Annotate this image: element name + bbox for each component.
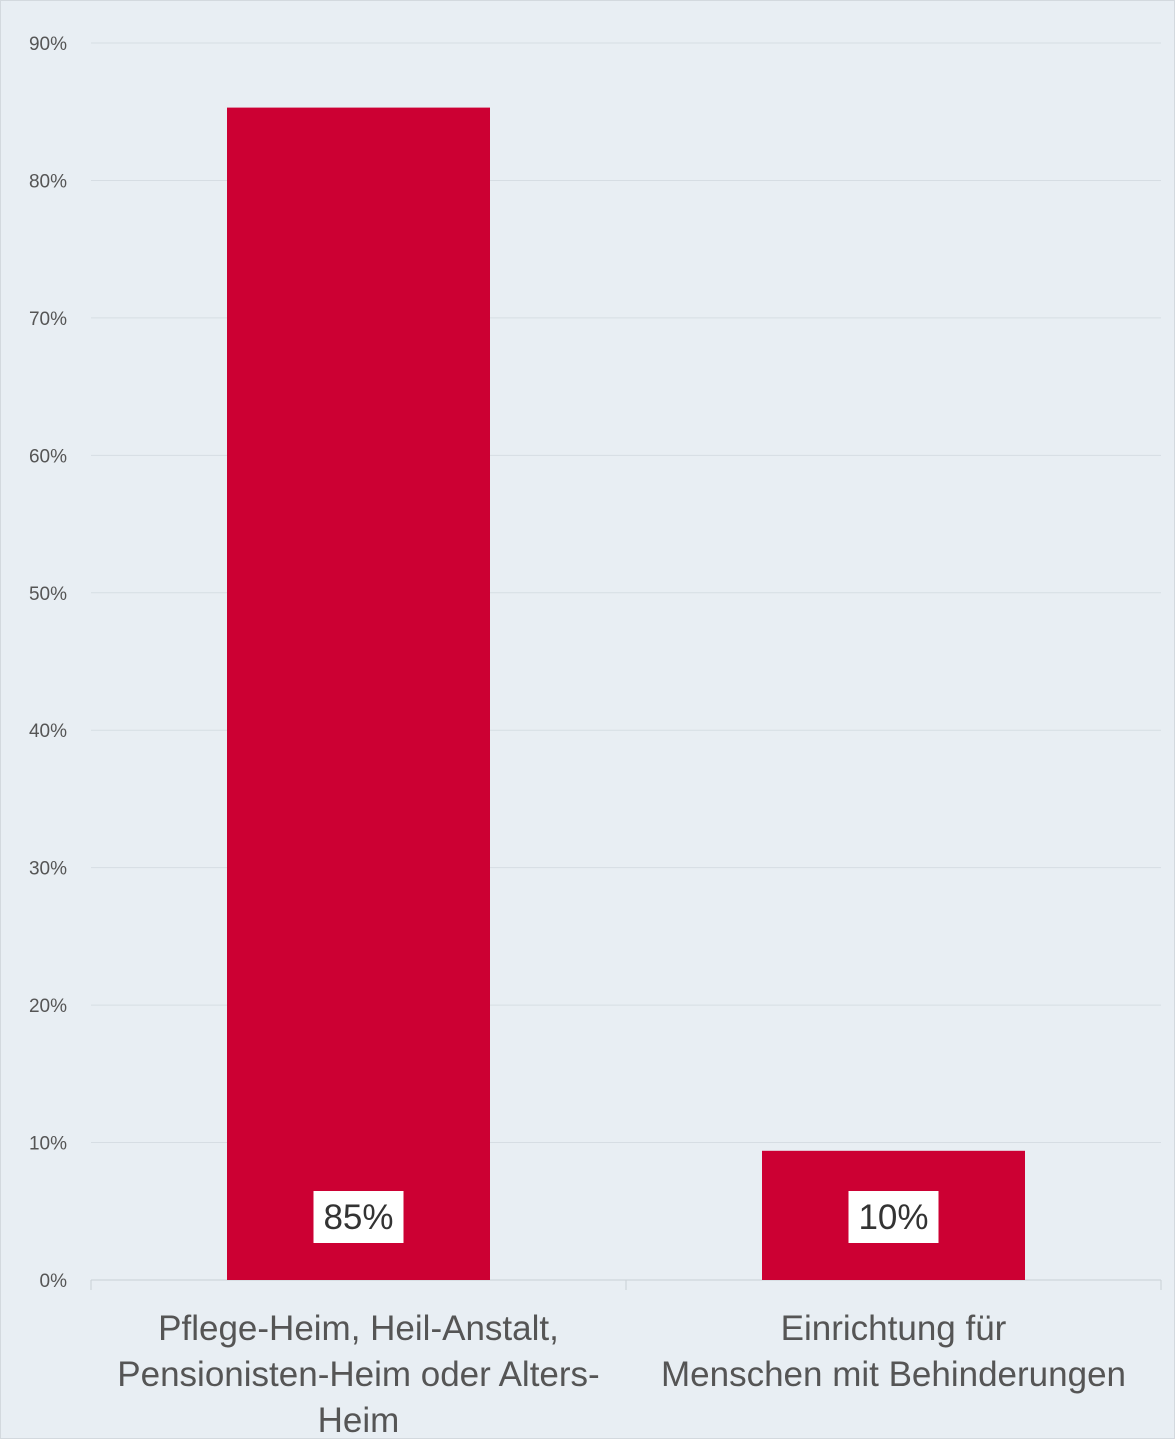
y-tick-label: 70% xyxy=(29,309,67,330)
y-tick-label: 0% xyxy=(40,1271,68,1292)
x-category-label: Heim xyxy=(318,1401,400,1440)
y-tick-label: 90% xyxy=(29,34,67,55)
y-tick-label: 60% xyxy=(29,446,67,467)
y-tick-label: 20% xyxy=(29,996,67,1017)
y-tick-label: 30% xyxy=(29,859,67,880)
data-label: 10% xyxy=(858,1198,928,1237)
y-tick-label: 80% xyxy=(29,171,67,192)
x-category-label: Menschen mit Behinderungen xyxy=(661,1355,1126,1394)
x-category-label: Einrichtung für xyxy=(781,1309,1007,1348)
data-label-box xyxy=(313,1191,404,1243)
y-tick-label: 50% xyxy=(29,584,67,605)
x-category-label: Pensionisten-Heim oder Alters- xyxy=(117,1355,599,1394)
y-tick-label: 10% xyxy=(29,1134,67,1155)
data-label-box xyxy=(848,1191,939,1243)
y-tick-label: 40% xyxy=(29,721,67,742)
bar xyxy=(227,107,490,1281)
data-label: 85% xyxy=(323,1198,393,1237)
x-category-label: Pflege-Heim, Heil-Anstalt, xyxy=(158,1309,559,1348)
